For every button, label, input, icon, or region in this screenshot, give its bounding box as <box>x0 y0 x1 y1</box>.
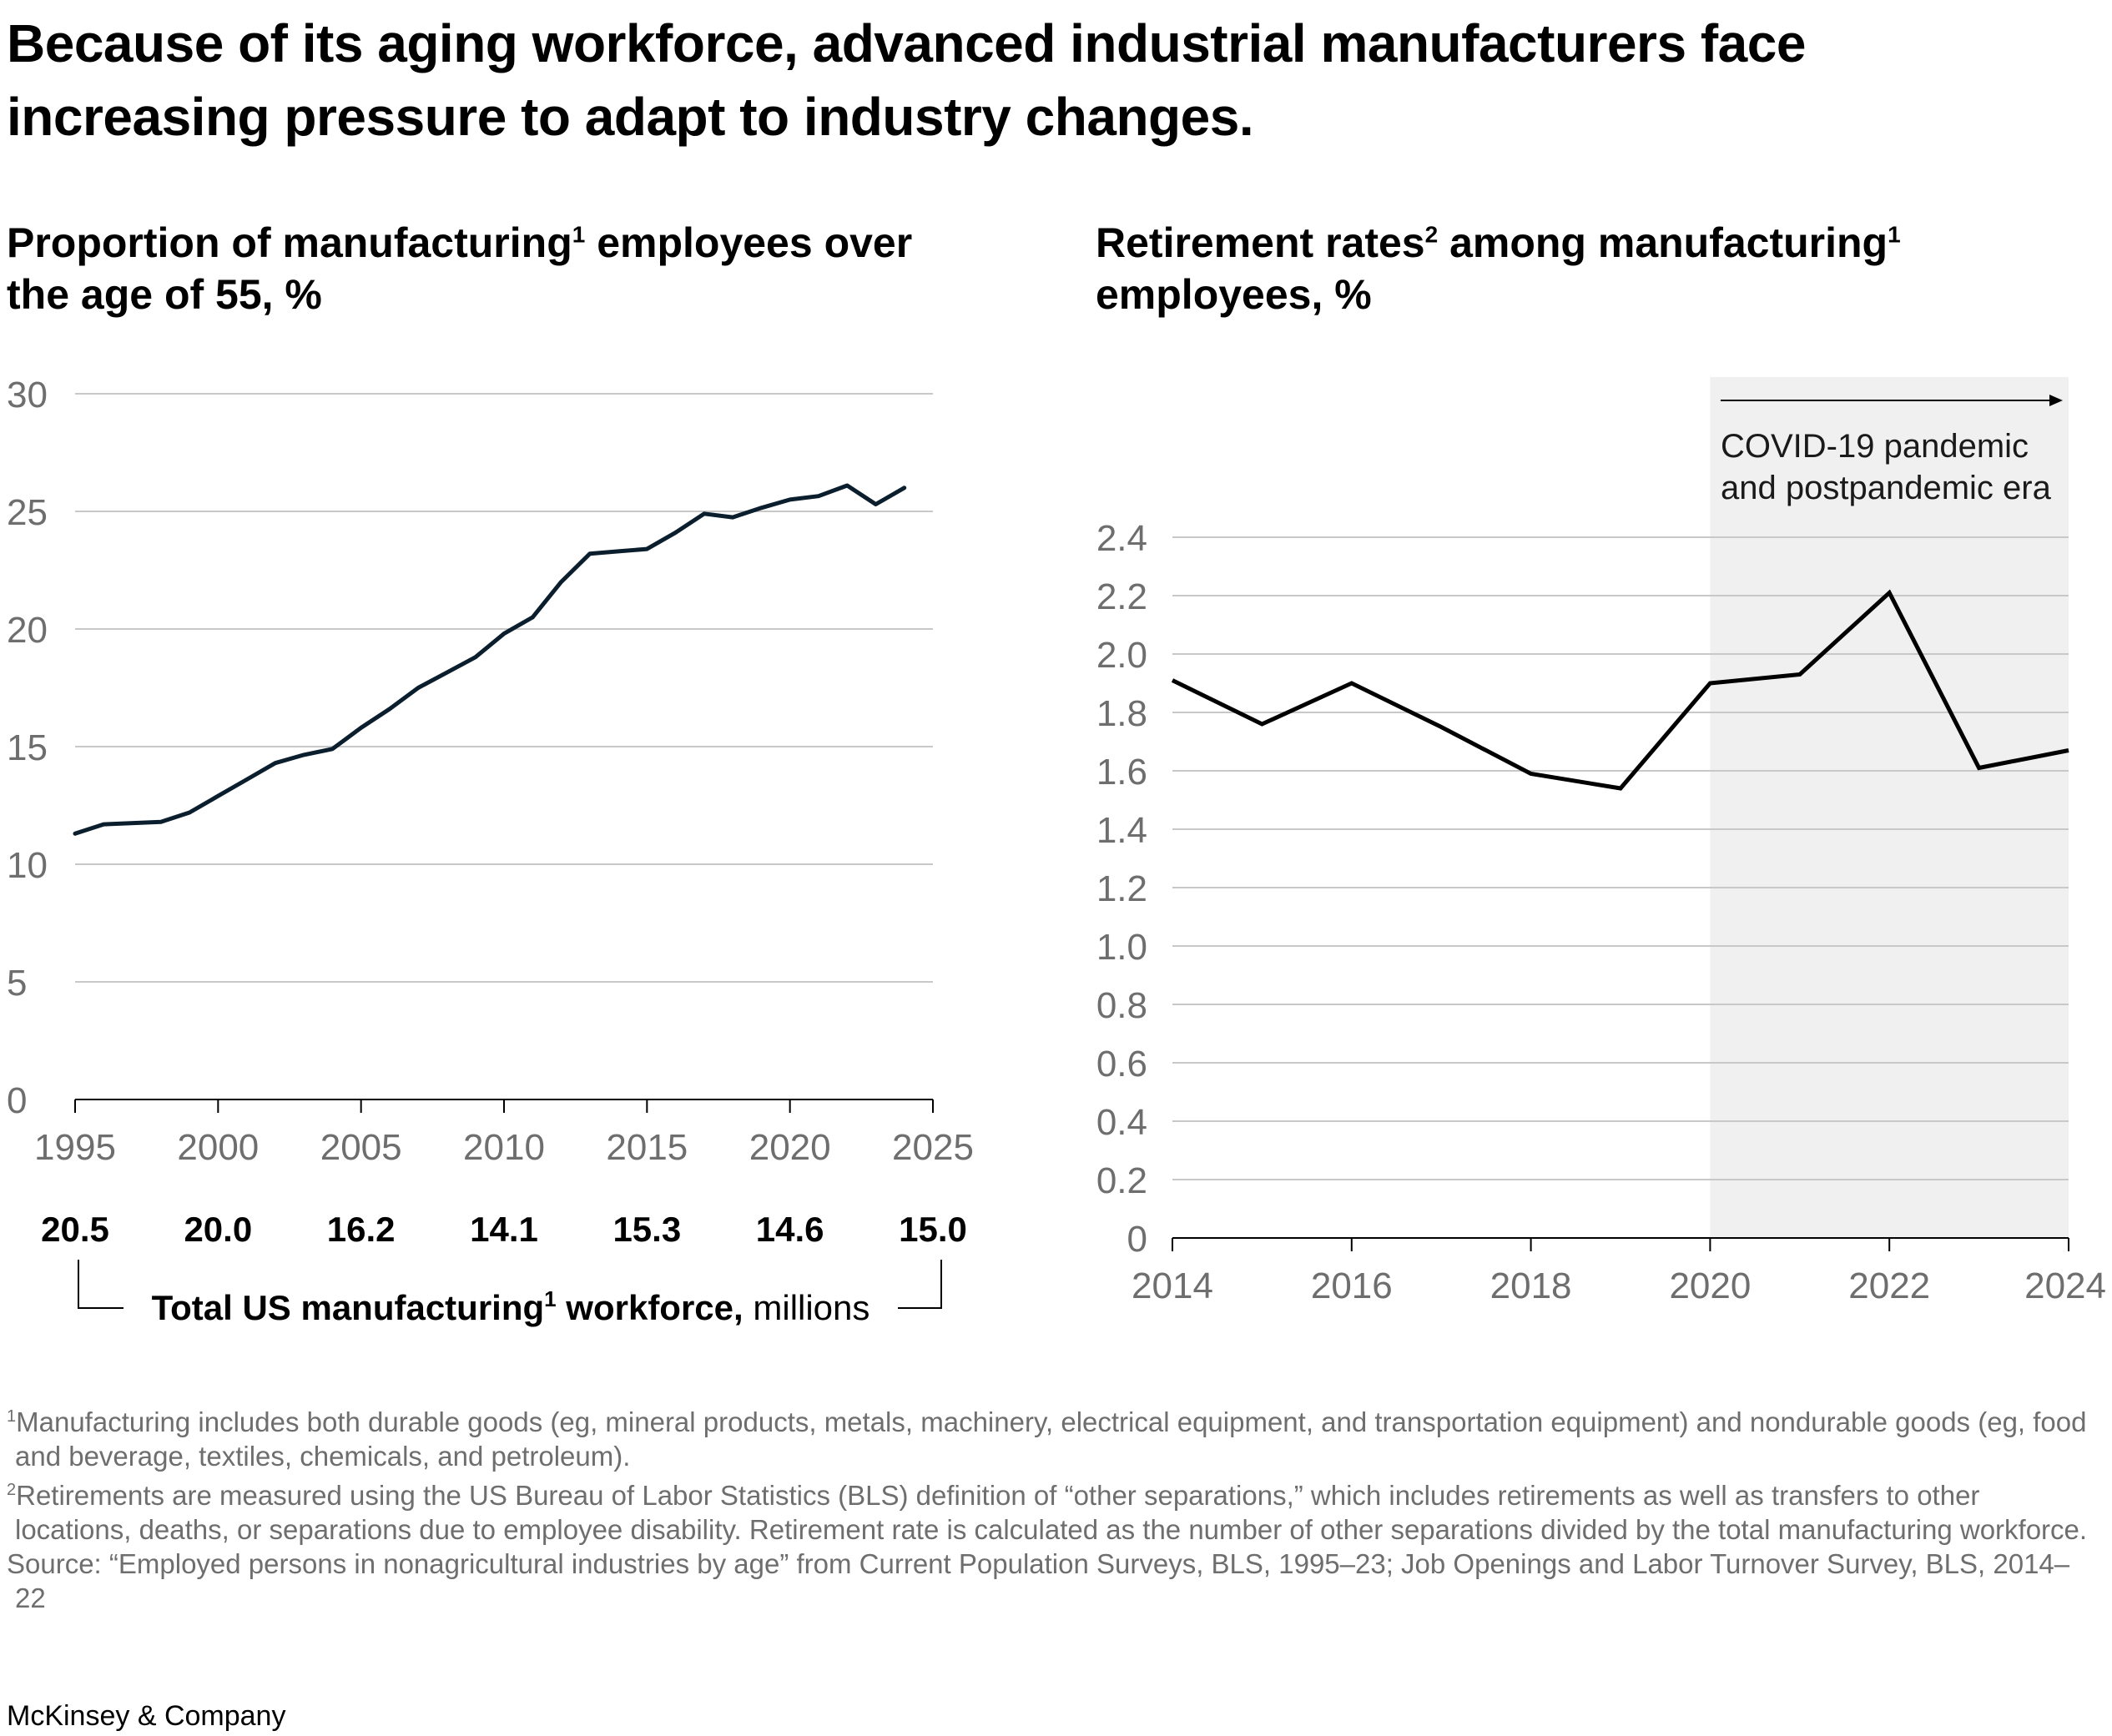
workforce-value: 20.5 <box>41 1210 109 1249</box>
left-x-tick-label: 1995 <box>34 1127 116 1168</box>
workforce-bracket <box>78 1260 942 1309</box>
right-y-tick-label: 1.6 <box>1096 752 1147 793</box>
right-y-tick-label: 2.2 <box>1096 576 1147 617</box>
left-x-tick-label: 2020 <box>749 1127 831 1168</box>
right-y-tick-label: 0 <box>1127 1219 1147 1260</box>
workforce-value: 15.3 <box>612 1210 681 1249</box>
right-y-tick-label: 0.8 <box>1096 985 1147 1026</box>
left-y-tick-label: 20 <box>7 610 48 651</box>
workforce-value: 15.0 <box>899 1210 967 1249</box>
right-y-tick-label: 1.2 <box>1096 868 1147 909</box>
right-y-tick-label: 0.2 <box>1096 1160 1147 1201</box>
workforce-values: 20.5 20.0 16.2 14.1 15.3 14.6 15.0 <box>41 1210 967 1249</box>
left-chart-subtitle: Proportion of manufacturing1 employees o… <box>7 219 913 318</box>
left-series-line <box>73 483 907 836</box>
right-x-tick-label: 2024 <box>2024 1266 2106 1306</box>
right-x-tick-label: 2022 <box>1848 1266 1930 1306</box>
left-x-tick-label: 2015 <box>606 1127 688 1168</box>
left-y-tick-label: 0 <box>7 1080 27 1121</box>
covid-shaded-region <box>1710 377 2069 1238</box>
left-x-tick-label: 2000 <box>177 1127 259 1168</box>
right-y-tick-label: 1.8 <box>1096 693 1147 734</box>
left-y-tick-label: 10 <box>7 845 48 886</box>
left-x-ticks: 1995 2000 2005 2010 2015 2020 2025 <box>34 1099 974 1168</box>
right-y-tick-label: 2.0 <box>1096 635 1147 676</box>
right-gridlines <box>1172 536 2069 1180</box>
right-x-tick-label: 2020 <box>1669 1266 1751 1306</box>
left-y-tick-label: 5 <box>7 963 27 1004</box>
footnote-1: 1Manufacturing includes both durable goo… <box>7 1406 2087 1472</box>
workforce-label: Total US manufacturing1 workforce, milli… <box>152 1286 870 1327</box>
right-y-tick-label: 1.4 <box>1096 810 1147 851</box>
right-y-tick-label: 1.0 <box>1096 927 1147 968</box>
left-x-tick-label: 2025 <box>892 1127 974 1168</box>
right-x-tick-label: 2016 <box>1311 1266 1393 1306</box>
right-chart-subtitle: Retirement rates2 among manufacturing1 e… <box>1096 219 1901 318</box>
covid-annotation: COVID-19 pandemic and postpandemic era <box>1721 428 2052 506</box>
right-chart: 0 0.2 0.4 0.6 0.8 1.0 1.2 1.4 1.6 1.8 2.0 2.2 2.4 20… <box>1096 377 2106 1306</box>
workforce-value: 16.2 <box>327 1210 396 1249</box>
left-y-tick-label: 15 <box>7 727 48 768</box>
footnotes: 1Manufacturing includes both durable goo… <box>7 1400 2093 1615</box>
left-x-tick-label: 2005 <box>320 1127 402 1168</box>
right-y-tick-label: 2.4 <box>1096 518 1147 559</box>
footnote-2: 2Retirements are measured using the US B… <box>7 1480 2088 1545</box>
right-y-ticks: 0 0.2 0.4 0.6 0.8 1.0 1.2 1.4 1.6 1.8 2.0 2.2 2.4 <box>1096 518 1147 1260</box>
brand-logo-text: McKinsey & Company <box>7 1700 286 1732</box>
left-y-ticks: 0 5 10 15 20 25 30 <box>7 375 48 1121</box>
workforce-value: 20.0 <box>184 1210 252 1249</box>
right-y-tick-label: 0.6 <box>1096 1044 1147 1084</box>
workforce-value: 14.1 <box>470 1210 538 1249</box>
right-x-tick-label: 2014 <box>1132 1266 1213 1306</box>
right-x-ticks: 2014 2016 2018 2020 2022 2024 <box>1132 1238 2106 1306</box>
right-x-tick-label: 2018 <box>1490 1266 1572 1306</box>
workforce-value: 14.6 <box>756 1210 824 1249</box>
page-title: Because of its aging workforce, advanced… <box>7 13 1806 147</box>
right-y-tick-label: 0.4 <box>1096 1102 1147 1143</box>
left-x-tick-label: 2010 <box>463 1127 545 1168</box>
covid-arrow <box>1721 395 2063 406</box>
left-y-tick-label: 30 <box>7 375 48 415</box>
source-note: Source: “Employed persons in nonagricult… <box>7 1548 2070 1613</box>
left-y-tick-label: 25 <box>7 492 48 533</box>
left-gridlines <box>75 393 933 983</box>
